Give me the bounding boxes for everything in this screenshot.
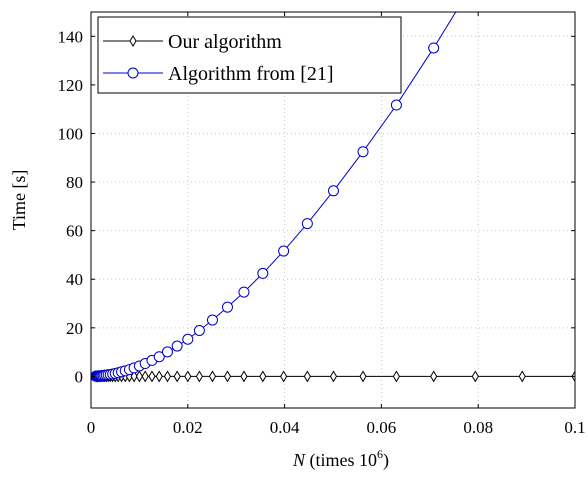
data-point bbox=[392, 370, 400, 383]
x-tick-label: 0 bbox=[87, 418, 96, 437]
series-1 bbox=[91, 12, 457, 382]
data-point bbox=[208, 370, 217, 383]
data-point bbox=[193, 325, 205, 337]
data-point bbox=[141, 370, 149, 383]
y-tick-label: 80 bbox=[66, 173, 83, 192]
y-tick-label: 20 bbox=[66, 319, 83, 338]
x-tick-label: 0.06 bbox=[367, 418, 397, 437]
x-axis-label: N (times 106) bbox=[292, 447, 389, 471]
data-point bbox=[280, 370, 288, 383]
data-point bbox=[161, 346, 173, 358]
legend-entry-algorithm-21: Algorithm from [21] bbox=[103, 63, 334, 85]
data-point bbox=[173, 370, 181, 383]
data-point bbox=[471, 370, 479, 383]
y-tick-label: 100 bbox=[58, 124, 84, 143]
data-point bbox=[206, 314, 218, 326]
y-tick-label: 0 bbox=[75, 367, 84, 386]
data-point bbox=[184, 370, 192, 383]
data-point bbox=[518, 370, 526, 383]
data-point bbox=[155, 370, 163, 383]
legend-diamond-marker-icon bbox=[129, 35, 137, 47]
data-point bbox=[182, 333, 194, 345]
legend-label-our-algorithm: Our algorithm bbox=[168, 31, 282, 53]
data-point bbox=[240, 370, 248, 383]
x-axis-label-sup: 6 bbox=[377, 447, 383, 461]
data-point bbox=[130, 370, 138, 383]
data-point bbox=[153, 351, 165, 363]
legend: Our algorithm Algorithm from [21] bbox=[97, 16, 402, 94]
y-tick-label: 60 bbox=[66, 222, 83, 241]
legend-circle-marker-icon bbox=[127, 67, 139, 79]
ticks: 0 0.02 0.04 0.06 0.08 0.1 0 20 40 60 80 100 120 140 bbox=[58, 12, 586, 437]
data-point bbox=[430, 370, 438, 383]
legend-label-algorithm-21: Algorithm from [21] bbox=[168, 63, 334, 85]
data-point bbox=[390, 99, 402, 111]
series-layer bbox=[91, 12, 575, 383]
data-point bbox=[135, 370, 143, 383]
data-point bbox=[428, 42, 440, 54]
data-point bbox=[195, 370, 203, 383]
x-axis-label-close: ) bbox=[383, 450, 389, 471]
series-0 bbox=[92, 370, 575, 383]
x-axis-label-var: N bbox=[292, 450, 306, 470]
data-point bbox=[329, 370, 338, 383]
x-tick-label: 0.1 bbox=[564, 418, 585, 437]
data-point bbox=[221, 301, 233, 313]
data-point bbox=[171, 340, 183, 352]
x-tick-label: 0.02 bbox=[173, 418, 203, 437]
data-point bbox=[163, 370, 172, 383]
y-tick-label: 140 bbox=[58, 27, 84, 46]
x-axis-label-text: (times 10 bbox=[305, 450, 377, 471]
data-point bbox=[303, 370, 311, 383]
legend-entry-our-algorithm: Our algorithm bbox=[103, 31, 282, 53]
y-axis-label: Time [s] bbox=[9, 170, 29, 231]
data-point bbox=[259, 370, 267, 383]
data-point bbox=[357, 146, 369, 158]
data-point bbox=[223, 370, 232, 383]
y-tick-label: 120 bbox=[58, 76, 84, 95]
data-point bbox=[148, 370, 156, 383]
data-point bbox=[257, 267, 269, 279]
data-point bbox=[359, 370, 367, 383]
y-tick-label: 40 bbox=[66, 270, 83, 289]
plot-frame bbox=[90, 11, 576, 409]
data-point bbox=[327, 185, 339, 197]
data-point bbox=[238, 286, 250, 298]
data-point bbox=[278, 245, 290, 257]
data-point bbox=[301, 218, 313, 230]
x-tick-label: 0.04 bbox=[270, 418, 300, 437]
legend-box bbox=[97, 16, 402, 94]
x-tick-label: 0.08 bbox=[463, 418, 493, 437]
